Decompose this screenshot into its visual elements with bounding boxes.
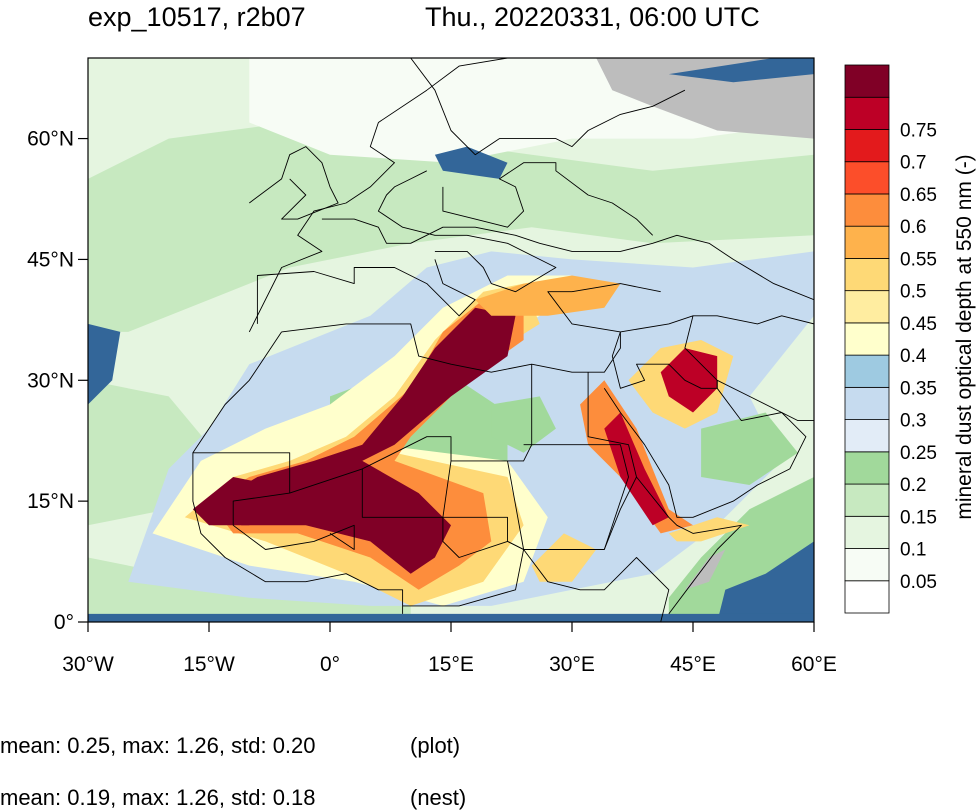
colorbar-box — [844, 193, 890, 227]
stats-nest-tag: (nest) — [410, 785, 467, 810]
colorbar-tick-label: 0.55 — [900, 249, 937, 270]
border-line-13 — [611, 315, 718, 389]
y-tick-label: 0° — [54, 611, 74, 634]
border-line-8 — [232, 492, 355, 550]
colorbar-box — [844, 580, 890, 614]
colorbar-label: mineral dust optical depth at 550 nm (-) — [953, 154, 976, 519]
colorbar-tick-label: 0.75 — [900, 121, 937, 142]
colorbar-box — [844, 225, 890, 259]
dust-region-dust-core — [217, 307, 516, 574]
colorbar-tick-label: 0.35 — [900, 378, 937, 399]
stats-plot: mean: 0.25, max: 1.26, std: 0.20 (plot) — [0, 733, 460, 759]
x-tick-label: 45°E — [670, 653, 716, 676]
colorbar-tick-label: 0.4 — [900, 346, 927, 367]
y-tick-label: 60°N — [27, 128, 74, 151]
border-line-17 — [442, 162, 654, 236]
border-line-0 — [248, 58, 508, 333]
border-line-19 — [249, 146, 339, 220]
colorbar-box — [844, 515, 890, 549]
valid-time: Thu., 20220331, 06:00 UTC — [425, 2, 760, 32]
run-label: exp_10517, r2b07 — [88, 2, 306, 32]
colorbar: 0.05 0.1 0.15 0.2 0.25 0.3 0.35 0.4 0.45 0.5 0.55 0… — [844, 64, 937, 614]
dust-region-arabia-green — [701, 412, 798, 485]
dust-region-sudan-yellow — [531, 533, 597, 582]
country-borders — [192, 58, 814, 622]
colorbar-box — [844, 419, 890, 453]
sea-region-baltic — [434, 146, 508, 179]
sea-region-arabian-sea — [717, 541, 814, 622]
colorbar-box — [844, 290, 890, 324]
colorbar-tick-label: 0.3 — [900, 411, 926, 432]
colorbar-tick-label: 0.1 — [900, 540, 926, 561]
map-axes: 30°W 15°W 0° 15°E 30°E 45°E 60°E 0° 15°N 30°N 45°N… — [27, 128, 837, 676]
colorbar-box — [844, 96, 890, 130]
colorbar-box — [844, 548, 890, 582]
sea-region-south-edge — [88, 613, 814, 622]
colorbar-box — [844, 322, 890, 356]
x-tick-label: 15°E — [428, 653, 474, 676]
y-tick-label: 30°N — [27, 369, 74, 392]
colorbar-tick-label: 0.45 — [900, 314, 937, 335]
x-tick-label: 30°E — [549, 653, 595, 676]
border-line-5 — [587, 372, 742, 615]
colorbar-tick-label: 0.6 — [900, 217, 926, 238]
border-line-10 — [442, 460, 670, 622]
colorbar-box — [844, 161, 890, 195]
x-tick-label: 15°W — [183, 653, 235, 676]
border-line-14 — [693, 315, 814, 325]
colorbar-tick-label: 0.7 — [900, 153, 926, 174]
y-tick-label: 15°N — [27, 490, 74, 513]
colorbar-box — [844, 451, 890, 485]
border-line-6 — [603, 380, 807, 518]
x-tick-label: 30°W — [62, 653, 114, 676]
border-line-1 — [256, 259, 476, 324]
dust-field — [88, 58, 814, 622]
stats-plot-tag: (plot) — [410, 733, 461, 758]
colorbar-box — [844, 129, 890, 163]
dust-region-gulf-of-aden — [668, 517, 750, 542]
border-line-3 — [192, 331, 404, 614]
border-line-18 — [377, 170, 557, 293]
colorbar-box — [844, 258, 890, 292]
colorbar-box — [844, 354, 890, 388]
colorbar-tick-label: 0.2 — [900, 475, 926, 496]
stats-nest: mean: 0.19, max: 1.26, std: 0.18 (nest) — [0, 785, 466, 811]
y-tick-label: 45°N — [27, 248, 74, 271]
colorbar-box — [844, 386, 890, 420]
dust-region-turkey-aegean — [475, 275, 621, 316]
colorbar-tick-label: 0.05 — [900, 572, 937, 593]
x-tick-label: 60°E — [791, 653, 837, 676]
colorbar-tick-label: 0.25 — [900, 443, 937, 464]
colorbar-box — [844, 64, 890, 98]
dust-region-libya-green — [491, 396, 556, 453]
colorbar-tick-label: 0.65 — [900, 185, 937, 206]
stats-plot-text: mean: 0.25, max: 1.26, std: 0.20 — [0, 733, 316, 758]
border-line-16 — [321, 218, 814, 301]
stats-nest-text: mean: 0.19, max: 1.26, std: 0.18 — [0, 785, 316, 810]
colorbar-tick-label: 0.5 — [900, 282, 926, 303]
x-tick-label: 0° — [320, 653, 340, 676]
border-line-7 — [192, 364, 533, 494]
border-line-4 — [410, 58, 686, 156]
dust-map-figure: 30°W 15°W 0° 15°E 30°E 45°E 60°E 0° 15°N 30°N 45°N… — [27, 57, 976, 676]
dust-region-mesopotamia-core — [660, 348, 718, 413]
sea-region-arctic-coast — [668, 58, 814, 83]
border-line-15 — [716, 379, 814, 422]
colorbar-box — [844, 483, 890, 517]
colorbar-tick-label: 0.15 — [900, 507, 937, 528]
sea-region-atlantic-canaries — [88, 323, 121, 405]
border-line-12 — [523, 444, 629, 550]
